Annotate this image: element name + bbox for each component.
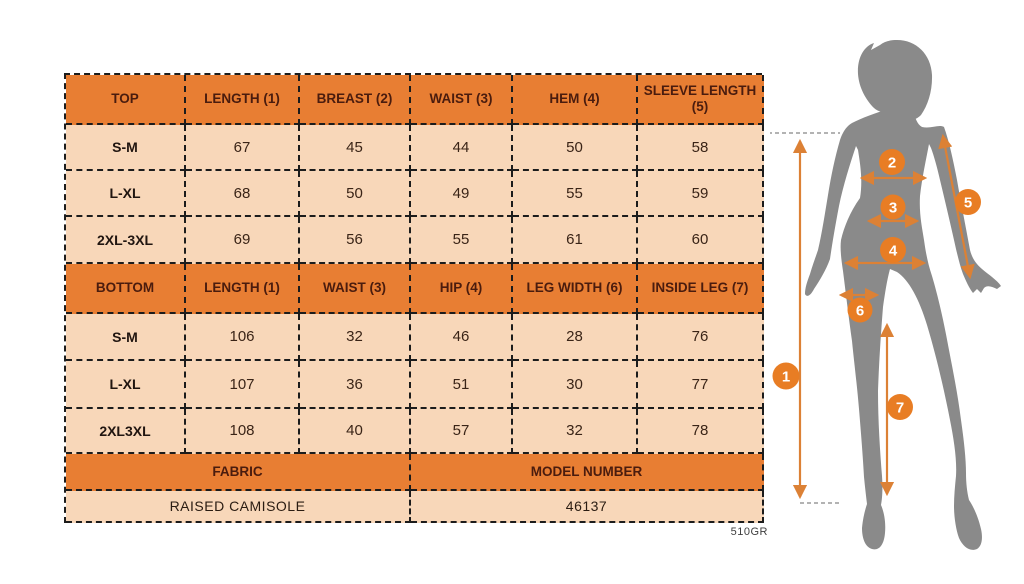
badge-4: 4 [880, 237, 906, 263]
model-number-value: 46137 [411, 491, 764, 523]
measurement-badges: 1 2 3 4 5 6 7 [772, 149, 981, 420]
measurement-value: 77 [638, 361, 764, 409]
badge-2: 2 [879, 149, 905, 175]
badge-5: 5 [955, 189, 981, 215]
table-row: S-M 106 32 46 28 76 [66, 314, 764, 361]
info-value-row: RAISED CAMISOLE 46137 [66, 491, 764, 523]
size-label: L-XL [66, 171, 186, 217]
measurement-value: 57 [411, 409, 513, 454]
fabric-value: RAISED CAMISOLE [66, 491, 411, 523]
table-row: S-M 67 45 44 50 58 [66, 125, 764, 171]
column-header-inside-leg: INSIDE LEG (7) [638, 264, 764, 314]
measurement-value: 55 [513, 171, 638, 217]
measurement-value: 58 [638, 125, 764, 171]
table-row: L-XL 68 50 49 55 59 [66, 171, 764, 217]
column-header-length: LENGTH (1) [186, 264, 300, 314]
measurement-value: 108 [186, 409, 300, 454]
svg-text:1: 1 [782, 369, 790, 386]
size-label: S-M [66, 314, 186, 361]
measurement-value: 40 [300, 409, 411, 454]
size-label: L-XL [66, 361, 186, 409]
column-header-sleeve-length: SLEEVE LENGTH (5) [638, 75, 764, 125]
measurement-value: 32 [513, 409, 638, 454]
measurement-value: 68 [186, 171, 300, 217]
measurement-value: 46 [411, 314, 513, 361]
measurement-value: 78 [638, 409, 764, 454]
measurement-value: 28 [513, 314, 638, 361]
measurement-value: 49 [411, 171, 513, 217]
measurement-value: 44 [411, 125, 513, 171]
column-header-bottom: BOTTOM [66, 264, 186, 314]
measurement-value: 45 [300, 125, 411, 171]
column-header-leg-width: LEG WIDTH (6) [513, 264, 638, 314]
column-header-breast: BREAST (2) [300, 75, 411, 125]
badge-1: 1 [772, 362, 800, 390]
woman-silhouette [805, 40, 1001, 550]
measurement-value: 50 [300, 171, 411, 217]
size-chart-table: TOP LENGTH (1) BREAST (2) WAIST (3) HEM … [64, 73, 764, 523]
measurement-value: 50 [513, 125, 638, 171]
measurement-value: 61 [513, 217, 638, 264]
measurement-value: 55 [411, 217, 513, 264]
measurement-value: 106 [186, 314, 300, 361]
size-label: 2XL-3XL [66, 217, 186, 264]
measurement-figure: 1 2 3 4 5 6 7 [768, 0, 1024, 579]
svg-text:4: 4 [889, 243, 898, 260]
measurement-value: 67 [186, 125, 300, 171]
measurement-value: 59 [638, 171, 764, 217]
column-header-waist: WAIST (3) [411, 75, 513, 125]
table-row: 2XL-3XL 69 56 55 61 60 [66, 217, 764, 264]
size-label: 2XL3XL [66, 409, 186, 454]
column-header-length: LENGTH (1) [186, 75, 300, 125]
badge-3: 3 [880, 194, 906, 220]
info-header-row: FABRIC MODEL NUMBER [66, 454, 764, 491]
measurement-value: 30 [513, 361, 638, 409]
svg-text:7: 7 [896, 400, 904, 417]
measurement-value: 76 [638, 314, 764, 361]
measurement-value: 60 [638, 217, 764, 264]
measurement-value: 36 [300, 361, 411, 409]
measurement-value: 56 [300, 217, 411, 264]
measurement-value: 107 [186, 361, 300, 409]
size-label: S-M [66, 125, 186, 171]
table-row: L-XL 107 36 51 30 77 [66, 361, 764, 409]
measurement-value: 32 [300, 314, 411, 361]
column-header-hem: HEM (4) [513, 75, 638, 125]
svg-text:2: 2 [888, 155, 896, 172]
svg-text:5: 5 [964, 195, 972, 212]
svg-text:6: 6 [856, 303, 864, 320]
badge-7: 7 [887, 394, 913, 420]
column-header-waist: WAIST (3) [300, 264, 411, 314]
top-header-row: TOP LENGTH (1) BREAST (2) WAIST (3) HEM … [66, 75, 764, 125]
model-number-header: MODEL NUMBER [411, 454, 764, 491]
bottom-header-row: BOTTOM LENGTH (1) WAIST (3) HIP (4) LEG … [66, 264, 764, 314]
measurement-value: 51 [411, 361, 513, 409]
svg-text:3: 3 [889, 200, 897, 217]
product-code: 510GR [730, 526, 768, 538]
fabric-header: FABRIC [66, 454, 411, 491]
badge-6: 6 [847, 297, 873, 323]
measurement-value: 69 [186, 217, 300, 264]
column-header-hip: HIP (4) [411, 264, 513, 314]
table-row: 2XL3XL 108 40 57 32 78 [66, 409, 764, 454]
column-header-top: TOP [66, 75, 186, 125]
